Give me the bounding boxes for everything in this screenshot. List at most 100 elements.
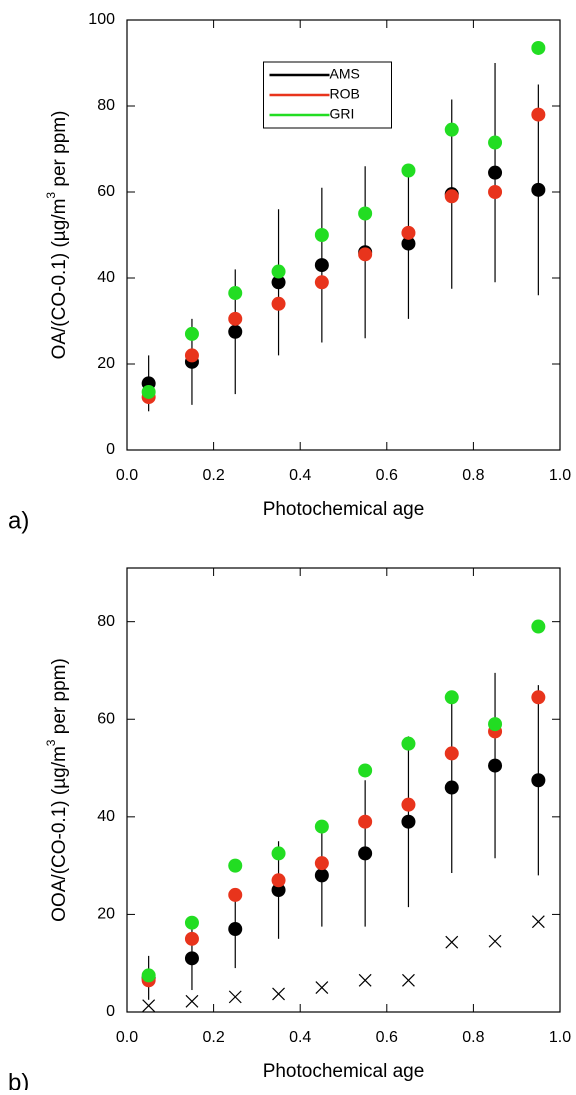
x-tick-label: 0.8 bbox=[462, 467, 484, 484]
data-point bbox=[444, 122, 459, 137]
x-axis-label: Photochemical age bbox=[263, 499, 425, 520]
y-tick-label: 60 bbox=[97, 183, 115, 200]
y-axis-label-part: per ppm) bbox=[49, 658, 70, 739]
x-tick-label: 0.0 bbox=[116, 1029, 138, 1046]
data-point bbox=[444, 746, 459, 761]
y-tick-label: 0 bbox=[106, 1003, 115, 1020]
data-point bbox=[401, 814, 416, 829]
data-point bbox=[271, 264, 286, 279]
data-point bbox=[184, 326, 199, 341]
x-marker bbox=[315, 981, 329, 995]
x-tick-label: 0.4 bbox=[289, 1029, 311, 1046]
data-point bbox=[358, 206, 373, 221]
data-point bbox=[488, 135, 503, 150]
y-axis-label-part: per ppm) bbox=[49, 111, 70, 192]
data-point bbox=[531, 619, 546, 634]
x-tick-label: 1.0 bbox=[549, 467, 571, 484]
x-marker bbox=[445, 935, 459, 949]
x-tick-label: 0.4 bbox=[289, 467, 311, 484]
x-axis-label: Photochemical age bbox=[263, 1061, 425, 1082]
x-marker bbox=[228, 990, 242, 1004]
data-point bbox=[228, 887, 243, 902]
data-point bbox=[401, 797, 416, 812]
data-point bbox=[228, 286, 243, 301]
y-tick-label: 40 bbox=[97, 808, 115, 825]
x-tick-label: 0.0 bbox=[116, 467, 138, 484]
legend-label: AMS bbox=[330, 66, 360, 82]
x-tick-label: 0.2 bbox=[202, 467, 224, 484]
legend-label: GRI bbox=[330, 106, 355, 122]
data-point bbox=[314, 868, 329, 883]
data-point bbox=[488, 165, 503, 180]
data-point bbox=[488, 717, 503, 732]
data-point bbox=[141, 968, 156, 983]
x-tick-label: 0.6 bbox=[376, 1029, 398, 1046]
y-axis-label-part: 3 bbox=[44, 192, 58, 199]
data-point bbox=[531, 182, 546, 197]
data-point bbox=[184, 931, 199, 946]
x-marker bbox=[402, 973, 415, 987]
data-point bbox=[444, 780, 459, 795]
x-tick-label: 0.6 bbox=[376, 467, 398, 484]
panel-label: b) bbox=[8, 1069, 29, 1090]
x-marker bbox=[488, 934, 502, 948]
data-point bbox=[314, 228, 329, 242]
x-marker bbox=[142, 999, 156, 1013]
data-point bbox=[184, 915, 199, 930]
data-point bbox=[488, 185, 503, 199]
y-axis-label: OA/(CO-0.1) (µg/m3 per ppm) bbox=[44, 111, 70, 360]
y-axis-label-part: OOA/(CO-0.1) (µg/m bbox=[49, 746, 70, 922]
data-point bbox=[314, 819, 329, 834]
data-point bbox=[184, 951, 199, 966]
y-tick-label: 40 bbox=[97, 269, 115, 286]
data-point bbox=[358, 814, 373, 829]
y-tick-label: 60 bbox=[97, 710, 115, 727]
data-point bbox=[531, 107, 546, 122]
y-tick-label: 80 bbox=[97, 613, 115, 630]
data-point bbox=[228, 858, 243, 873]
plot-frame bbox=[126, 19, 561, 451]
data-point bbox=[444, 690, 459, 705]
data-point bbox=[401, 163, 416, 178]
data-point bbox=[228, 324, 243, 339]
data-point bbox=[401, 736, 416, 751]
data-point bbox=[271, 846, 286, 861]
data-point bbox=[271, 275, 286, 290]
data-point bbox=[271, 873, 286, 888]
panel-label: a) bbox=[8, 507, 29, 534]
x-tick-label: 0.8 bbox=[462, 1029, 484, 1046]
x-marker bbox=[272, 987, 285, 1001]
data-point bbox=[531, 773, 546, 788]
x-marker bbox=[358, 973, 372, 987]
data-point bbox=[271, 296, 286, 311]
data-point bbox=[444, 189, 459, 204]
data-point bbox=[358, 763, 373, 778]
y-tick-label: 20 bbox=[97, 906, 115, 923]
data-point bbox=[401, 225, 416, 240]
x-tick-label: 0.2 bbox=[202, 1029, 224, 1046]
data-point bbox=[358, 247, 373, 262]
data-point bbox=[401, 236, 416, 251]
y-axis-label-part: OA/(CO-0.1) (µg/m bbox=[49, 199, 70, 360]
data-point bbox=[358, 846, 373, 861]
data-point bbox=[228, 311, 243, 326]
data-point bbox=[184, 348, 199, 363]
x-tick-label: 1.0 bbox=[549, 1029, 571, 1046]
x-marker bbox=[531, 915, 545, 929]
plot-frame bbox=[126, 567, 561, 1013]
data-point bbox=[531, 40, 546, 55]
x-marker bbox=[185, 994, 199, 1008]
data-point bbox=[314, 258, 329, 273]
data-point bbox=[141, 384, 156, 399]
data-point bbox=[271, 883, 286, 898]
data-point bbox=[314, 275, 329, 290]
y-axis-label-part: 3 bbox=[44, 739, 58, 746]
legend-label: ROB bbox=[330, 86, 360, 102]
y-axis-label: OOA/(CO-0.1) (µg/m3 per ppm) bbox=[44, 658, 70, 922]
data-point bbox=[314, 856, 329, 871]
y-tick-label: 100 bbox=[88, 11, 115, 28]
y-tick-label: 0 bbox=[106, 441, 115, 458]
data-point bbox=[531, 690, 546, 705]
y-tick-label: 20 bbox=[97, 355, 115, 372]
